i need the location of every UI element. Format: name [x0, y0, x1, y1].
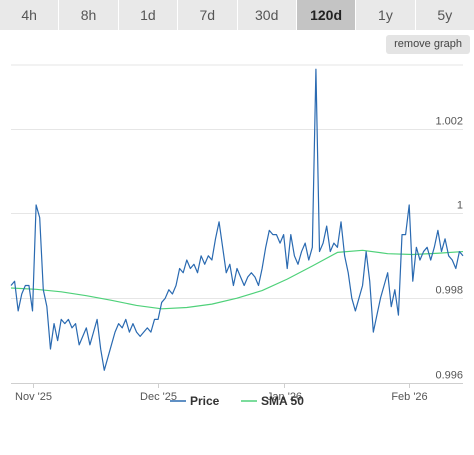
sma-50-line [10, 249, 464, 310]
series-lines [10, 68, 464, 371]
x-tick-label: Jan '26 [267, 391, 302, 403]
grid-lines [11, 64, 463, 384]
x-tick-label: Dec '25 [140, 391, 177, 403]
tab-8h[interactable]: 8h [59, 0, 119, 30]
tab-5y[interactable]: 5y [415, 0, 474, 30]
tab-1y[interactable]: 1y [356, 0, 416, 30]
x-tick-label: Nov '25 [15, 391, 52, 403]
tab-120d[interactable]: 120d [296, 0, 357, 30]
tab-30d[interactable]: 30d [237, 0, 297, 30]
y-tick-label: 0.996 [435, 370, 463, 382]
tab-7d[interactable]: 7d [178, 0, 238, 30]
y-axis-ticks: 0.996 0.998 1 1.002 [435, 116, 463, 382]
remove-graph-button[interactable]: remove graph [386, 35, 470, 54]
x-tick-label: Feb '26 [391, 391, 427, 403]
tab-1d[interactable]: 1d [118, 0, 179, 30]
legend: Price SMA 50 [170, 394, 304, 408]
legend-label: Price [190, 394, 220, 408]
legend-label: SMA 50 [261, 394, 304, 408]
x-axis-ticks: Nov '25 Dec '25 Jan '26 Feb '26 [15, 383, 428, 403]
y-tick-label: 1.002 [435, 116, 463, 128]
y-tick-label: 0.998 [435, 285, 463, 297]
price-line [10, 68, 464, 371]
timeframe-tabs: 4h 8h 1d 7d 30d 120d 1y 5y [0, 0, 474, 30]
tab-4h[interactable]: 4h [0, 0, 60, 30]
y-tick-label: 1 [457, 200, 463, 212]
